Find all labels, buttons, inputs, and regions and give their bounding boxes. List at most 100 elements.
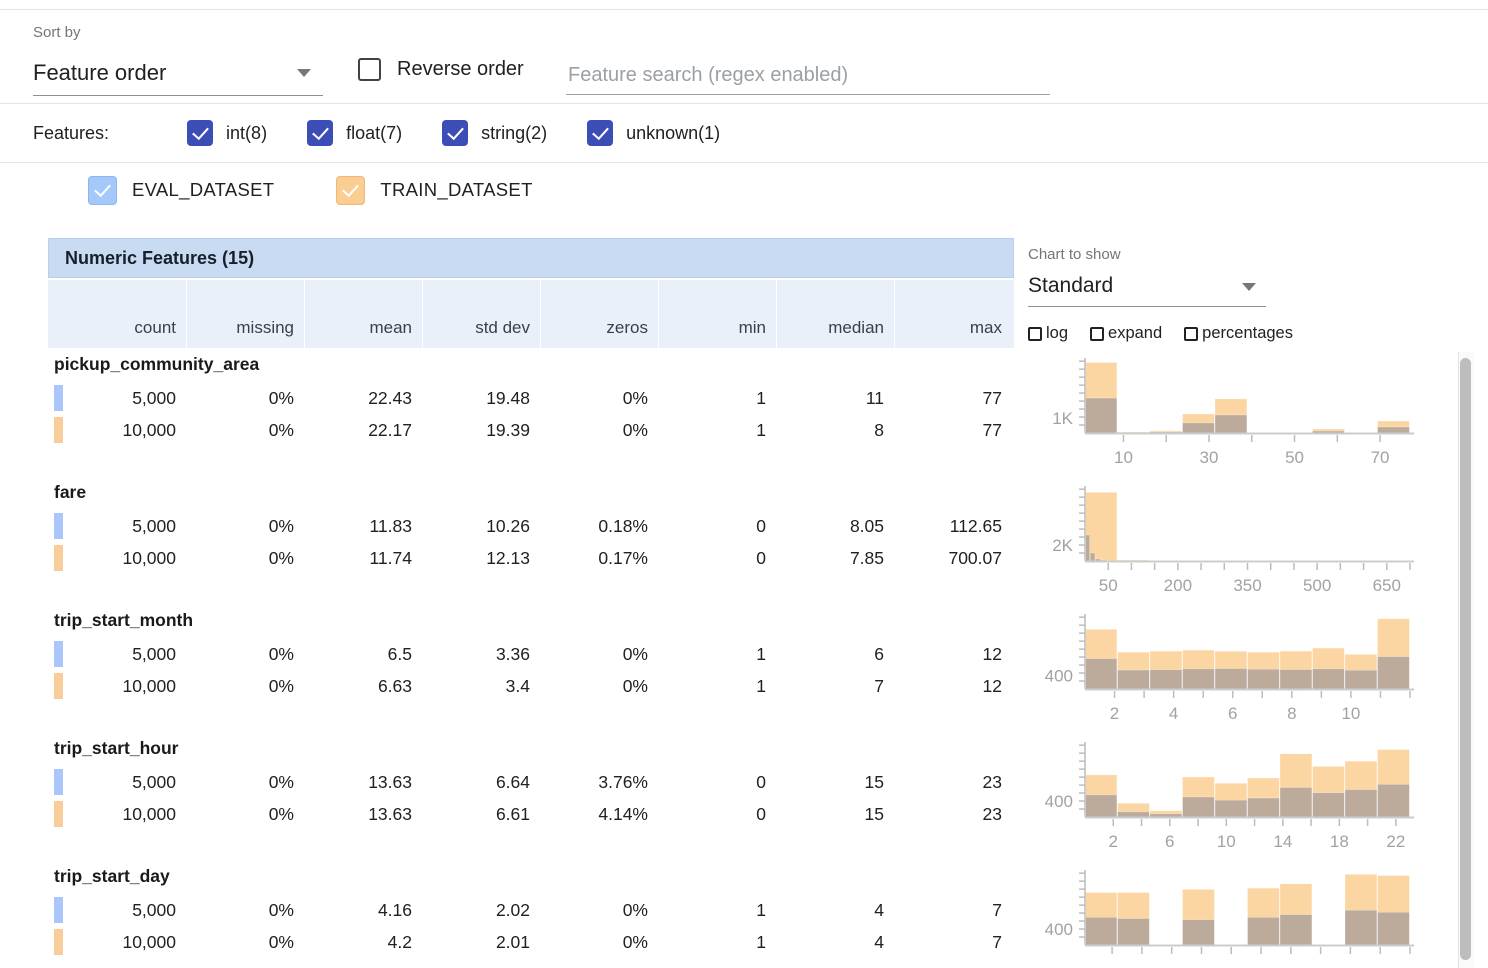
cell-zeros: 4.14%	[598, 804, 648, 824]
chart-option-checkboxes: log expand percentages	[1028, 324, 1293, 343]
cell-missing: 0%	[268, 388, 294, 408]
dataset-checkbox-train_dataset[interactable]	[336, 175, 366, 205]
train-swatch	[54, 417, 63, 443]
dataset-checkbox-eval_dataset[interactable]	[88, 175, 117, 205]
column-header-std-dev: std dev	[422, 280, 540, 348]
row-cells: 10,000 0% 4.2 2.01 0% 1 4 7	[48, 927, 1014, 957]
check-icon	[591, 122, 609, 141]
column-header-max: max	[894, 280, 1012, 348]
check-icon	[94, 179, 111, 198]
cell-zeros: 0.18%	[598, 516, 648, 536]
cell-std-dev: 6.64	[495, 772, 530, 792]
check-icon	[311, 122, 329, 141]
row-cells: 10,000 0% 6.63 3.4 0% 1 7 12	[48, 671, 1014, 701]
sort-by-select[interactable]: Feature order	[33, 52, 323, 96]
feature-type-checkbox-string[interactable]	[442, 120, 469, 146]
feature-type-checkbox-unknown[interactable]	[587, 120, 614, 146]
feature-type-checkbox-int[interactable]	[187, 120, 214, 146]
cell-zeros: 3.76%	[598, 772, 648, 792]
cell-min: 0	[756, 516, 766, 536]
table-row-train_dataset: 10,000 0% 11.74 12.13 0.17% 0 7.85 700.07	[48, 543, 1014, 573]
log-checkbox[interactable]	[1028, 326, 1042, 341]
eval-swatch	[54, 385, 63, 411]
feature-type-item: int(8)	[187, 120, 267, 146]
x-axis-label: 10	[1217, 832, 1236, 851]
x-axis-label: 350	[1233, 576, 1261, 595]
check-icon	[191, 122, 209, 141]
x-axis-label: 200	[1164, 576, 1192, 595]
x-axis-label: 50	[1285, 448, 1304, 467]
histogram-svg: 1K 10 30 50 70	[1052, 358, 1414, 467]
scrollbar-thumb[interactable]	[1460, 358, 1471, 960]
feature-type-filters: Features: int(8) float(7) string(2) unknown…	[0, 104, 1488, 162]
chart-to-show-select[interactable]: Standard	[1028, 270, 1266, 307]
cell-missing: 0%	[268, 804, 294, 824]
x-axis-label: 8	[1287, 704, 1296, 723]
features-label: Features:	[33, 122, 110, 143]
cell-max: 700.07	[948, 548, 1002, 568]
feature-name: trip_start_day	[54, 866, 170, 886]
table-row-eval_dataset: 5,000 0% 6.5 3.36 0% 1 6 12	[48, 639, 1014, 669]
chart-option-percentages: percentages	[1184, 324, 1293, 343]
feature-type-checkbox-float[interactable]	[307, 120, 334, 146]
numeric-features-title: Numeric Features (15)	[65, 247, 255, 268]
expand-label: expand	[1108, 324, 1163, 342]
cell-std-dev: 10.26	[486, 516, 530, 536]
x-axis-label: 6	[1228, 704, 1237, 723]
cell-max: 12	[982, 644, 1002, 664]
cell-std-dev: 6.61	[495, 804, 530, 824]
x-axis-label: 70	[1371, 448, 1390, 467]
cell-median: 7	[874, 676, 884, 696]
cell-median: 15	[864, 804, 884, 824]
histogram-trip_start_hour: 400 2 6 10 14 18 22	[1032, 734, 1462, 862]
cell-missing: 0%	[268, 900, 294, 920]
expand-checkbox[interactable]	[1090, 326, 1105, 341]
cell-zeros: 0%	[622, 900, 648, 920]
column-header-zeros: zeros	[540, 280, 658, 348]
cell-min: 1	[756, 420, 766, 440]
train-swatch	[54, 673, 63, 699]
top-divider	[0, 9, 1488, 10]
reverse-order-checkbox[interactable]	[358, 58, 381, 81]
cell-std-dev: 2.01	[495, 932, 530, 952]
cell-missing: 0%	[268, 420, 294, 440]
cell-median: 7.85	[849, 548, 884, 568]
table-row-train_dataset: 10,000 0% 4.2 2.01 0% 1 4 7	[48, 927, 1014, 957]
chart-option-expand: expand	[1090, 324, 1162, 343]
column-header-min: min	[658, 280, 776, 348]
cell-std-dev: 2.02	[495, 900, 530, 920]
histogram-svg: 400 2 4 6 8 10	[1045, 614, 1414, 723]
cell-min: 1	[756, 932, 766, 952]
cell-missing: 0%	[268, 644, 294, 664]
column-header-missing: missing	[186, 280, 304, 348]
x-axis-label: 18	[1330, 832, 1349, 851]
table-row-train_dataset: 10,000 0% 13.63 6.61 4.14% 0 15 23	[48, 799, 1014, 829]
y-axis-label: 400	[1045, 792, 1073, 811]
cell-mean: 6.5	[387, 644, 412, 664]
histogram-svg: 400	[1045, 870, 1414, 954]
chart-to-show-label: Chart to show	[1028, 246, 1121, 263]
cell-count: 10,000	[122, 420, 176, 440]
percentages-label: percentages	[1202, 324, 1293, 342]
cell-mean: 13.63	[368, 804, 412, 824]
feature-name: trip_start_month	[54, 610, 194, 630]
percentages-checkbox[interactable]	[1184, 326, 1199, 341]
feature-block-trip_start_month: trip_start_month 5,000 0% 6.5 3.36 0% 1 6 12 10,0…	[48, 606, 1014, 734]
cell-median: 11	[865, 388, 884, 408]
cell-min: 0	[756, 548, 766, 568]
cell-count: 5,000	[132, 644, 176, 664]
dataset-label: EVAL_DATASET	[132, 179, 275, 200]
cell-count: 5,000	[132, 772, 176, 792]
y-axis-label: 2K	[1052, 536, 1073, 555]
feature-type-label: string(2)	[481, 122, 548, 143]
eval-swatch	[54, 641, 63, 667]
row-cells: 5,000 0% 4.16 2.02 0% 1 4 7	[48, 895, 1014, 925]
cell-median: 4	[874, 932, 884, 952]
x-axis-label: 22	[1386, 832, 1405, 851]
x-axis-label: 650	[1373, 576, 1401, 595]
cell-min: 0	[756, 804, 766, 824]
feature-search-input[interactable]	[566, 56, 1050, 95]
cell-mean: 6.63	[377, 676, 412, 696]
cell-max: 7	[992, 932, 1002, 952]
table-row-train_dataset: 10,000 0% 22.17 19.39 0% 1 8 77	[48, 415, 1014, 445]
